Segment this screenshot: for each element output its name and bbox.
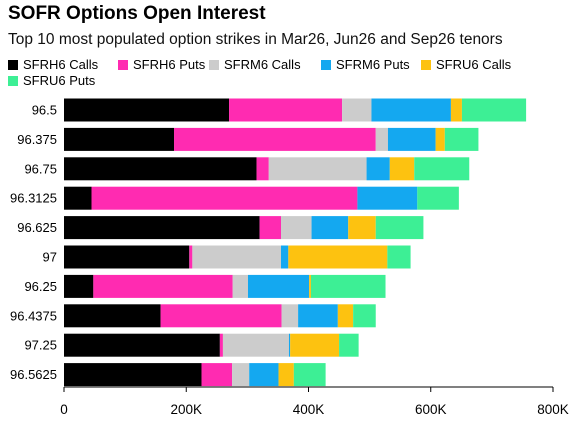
category-label: 97 xyxy=(43,250,57,265)
legend-swatch xyxy=(8,75,18,86)
bar-segment xyxy=(342,98,372,122)
category-label: 96.375 xyxy=(17,132,57,147)
bar-segment xyxy=(348,216,376,240)
legend-label: SFRM6 Puts xyxy=(336,57,410,72)
legend-swatch xyxy=(421,59,431,70)
category-label: 96.75 xyxy=(24,161,57,176)
bar-segment xyxy=(232,274,248,298)
bar-segment xyxy=(192,245,281,269)
bar-segment xyxy=(387,245,411,269)
x-tick-label: 0 xyxy=(60,402,68,417)
bar-segment xyxy=(201,363,233,387)
bar-segment xyxy=(64,216,260,240)
legend-label: SFRH6 Puts xyxy=(133,57,206,72)
category-label: 96.5625 xyxy=(10,367,57,382)
bar-segment xyxy=(375,127,388,151)
bar-segment xyxy=(64,98,230,122)
bar-segment xyxy=(64,127,175,151)
bar-segment xyxy=(444,127,479,151)
category-label: 96.3125 xyxy=(10,191,57,206)
bar-segment xyxy=(278,363,294,387)
x-tick-label: 800K xyxy=(537,402,569,417)
chart-subtitle: Top 10 most populated option strikes in … xyxy=(8,31,503,48)
category-label: 96.625 xyxy=(17,220,57,235)
bar-segment xyxy=(247,274,310,298)
bar-segment xyxy=(288,333,291,357)
legend-label: SFRU6 Puts xyxy=(23,73,96,88)
legend-item: SFRM6 Puts xyxy=(321,57,410,72)
bar-segment xyxy=(64,186,92,210)
legend-swatch xyxy=(321,59,331,70)
bar-segment xyxy=(290,333,340,357)
bar-segment xyxy=(232,363,250,387)
bar-segment xyxy=(64,304,161,328)
bar-segment xyxy=(353,304,376,328)
category-label: 96.25 xyxy=(24,279,57,294)
category-label: 96.4375 xyxy=(10,308,57,323)
bar-segment xyxy=(366,157,390,181)
bar-segment xyxy=(174,127,376,151)
bar-segment xyxy=(64,245,190,269)
bar-segment xyxy=(64,157,257,181)
bar-segment xyxy=(64,274,94,298)
legend-label: SFRM6 Calls xyxy=(224,57,301,72)
bar-segment xyxy=(339,333,359,357)
legend-item: SFRH6 Calls xyxy=(8,57,98,72)
bar-segment xyxy=(229,98,343,122)
bar-segment xyxy=(298,304,338,328)
bar-segment xyxy=(268,157,367,181)
bar-segment xyxy=(387,127,436,151)
legend-label: SFRH6 Calls xyxy=(23,57,99,72)
bar-segment xyxy=(280,216,312,240)
chart-title: SOFR Options Open Interest xyxy=(8,3,266,24)
legend-label: SFRU6 Calls xyxy=(436,57,512,72)
bar-segment xyxy=(357,186,418,210)
bar-segment xyxy=(259,216,281,240)
legend-item: SFRU6 Calls xyxy=(421,57,511,72)
bar-segment xyxy=(337,304,354,328)
x-tick-label: 400K xyxy=(293,402,325,417)
bar-segment xyxy=(93,274,233,298)
bar-segment xyxy=(160,304,282,328)
bar-segment xyxy=(309,274,311,298)
bar-segment xyxy=(371,98,451,122)
bar-segment xyxy=(310,274,386,298)
bar-segment xyxy=(461,98,527,122)
bar-segment xyxy=(293,363,326,387)
bar-segment xyxy=(219,333,223,357)
legend-item: SFRM6 Calls xyxy=(209,57,301,72)
bar-segment xyxy=(389,157,415,181)
legend-swatch xyxy=(8,59,18,70)
bar-segment xyxy=(64,333,220,357)
bar-segment xyxy=(414,157,470,181)
bar-segment xyxy=(281,304,299,328)
bar-segment xyxy=(280,245,289,269)
bar-segment xyxy=(311,216,349,240)
legend-item: SFRU6 Puts xyxy=(8,73,95,88)
bar-segment xyxy=(288,245,388,269)
bar-segment xyxy=(375,216,424,240)
bar-segment xyxy=(91,186,358,210)
legend-item: SFRH6 Puts xyxy=(118,57,205,72)
x-tick-label: 600K xyxy=(415,402,447,417)
bar-segment xyxy=(64,363,202,387)
bar-segment xyxy=(417,186,459,210)
bar-segment xyxy=(189,245,193,269)
legend-swatch xyxy=(209,59,219,70)
legend-swatch xyxy=(118,59,128,70)
category-label: 96.5 xyxy=(32,103,57,118)
bar-segment xyxy=(249,363,279,387)
bar-segment xyxy=(450,98,462,122)
bar-segment xyxy=(222,333,289,357)
category-label: 97.25 xyxy=(24,338,57,353)
bar-segment xyxy=(256,157,269,181)
bar-segment xyxy=(435,127,445,151)
x-tick-label: 200K xyxy=(170,402,202,417)
